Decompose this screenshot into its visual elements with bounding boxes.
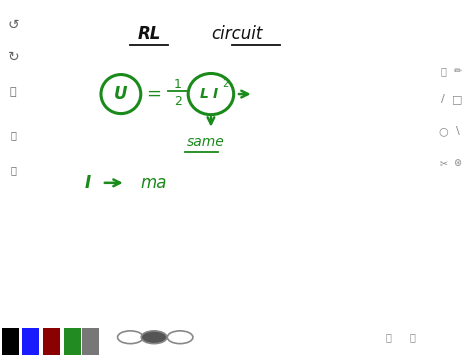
Text: same: same <box>187 135 225 149</box>
Text: RL: RL <box>137 25 161 43</box>
Text: /: / <box>441 94 445 104</box>
Bar <box>43 328 60 355</box>
Text: \: \ <box>456 126 459 136</box>
Bar <box>2 328 19 355</box>
Text: I: I <box>85 174 91 192</box>
Bar <box>64 328 81 355</box>
Text: circuit: circuit <box>211 25 263 43</box>
Text: ↺: ↺ <box>8 18 19 32</box>
Text: 2: 2 <box>222 79 228 89</box>
Text: □: □ <box>452 94 463 104</box>
Text: ✂: ✂ <box>439 158 447 168</box>
Text: ma: ma <box>141 174 167 192</box>
Text: I: I <box>213 87 218 101</box>
Text: ⧉: ⧉ <box>386 332 392 342</box>
Text: =: = <box>146 85 162 103</box>
Text: ✏: ✏ <box>453 66 462 76</box>
Bar <box>82 328 99 355</box>
Text: 🎨: 🎨 <box>440 66 446 76</box>
Text: 📋: 📋 <box>410 332 415 342</box>
Text: ○: ○ <box>438 126 448 136</box>
Text: 1: 1 <box>174 78 182 91</box>
Text: 🗑: 🗑 <box>10 87 17 97</box>
Ellipse shape <box>141 331 167 344</box>
Text: 2: 2 <box>174 95 182 108</box>
Text: ↻: ↻ <box>8 50 19 64</box>
Text: ⊛: ⊛ <box>453 158 462 168</box>
Text: L: L <box>200 87 209 101</box>
Text: 🖌: 🖌 <box>10 165 16 175</box>
Bar <box>22 328 39 355</box>
Text: U: U <box>114 85 128 103</box>
Text: 🖋: 🖋 <box>10 130 16 140</box>
